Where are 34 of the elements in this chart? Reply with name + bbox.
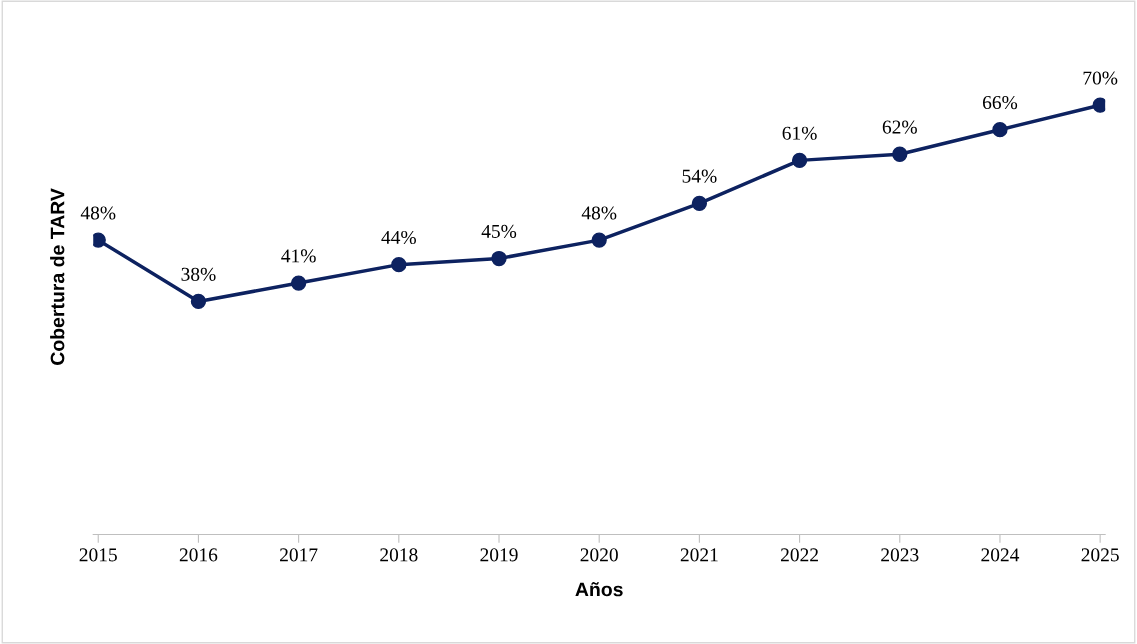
- data-label: 62%: [882, 120, 917, 134]
- data-label: 48%: [80, 206, 116, 220]
- data-label: 61%: [782, 126, 817, 140]
- x-axis-title: Años: [575, 582, 623, 597]
- point: [892, 146, 908, 162]
- data-label: 45%: [481, 224, 517, 238]
- data-label: 54%: [682, 169, 717, 183]
- x-tick-label: 2023: [881, 548, 919, 562]
- x-tick-label: 2022: [780, 548, 818, 562]
- point: [691, 195, 708, 211]
- data-label: 38%: [181, 267, 216, 281]
- data-label: 41%: [281, 249, 316, 263]
- y-axis-title: Cobertura de TARV: [50, 188, 65, 365]
- point: [791, 152, 808, 169]
- point: [591, 232, 607, 248]
- x-tick-label: 2021: [680, 548, 718, 562]
- data-label: 44%: [381, 230, 416, 245]
- data-label: 66%: [982, 95, 1018, 110]
- point: [190, 293, 207, 310]
- x-tick-label: 2017: [280, 548, 318, 562]
- x-tick-label: 2016: [179, 548, 218, 562]
- point: [1092, 97, 1106, 113]
- data-label: 70%: [1083, 71, 1118, 85]
- x-tick-label: 2025: [1081, 548, 1119, 562]
- point: [491, 250, 507, 267]
- x-tick-label: 2024: [981, 548, 1020, 562]
- data-label: 48%: [581, 206, 617, 220]
- point: [290, 275, 307, 291]
- point: [391, 257, 407, 273]
- x-tick-label: 2019: [480, 548, 518, 562]
- x-tick-label: 2020: [580, 548, 618, 562]
- point: [992, 122, 1008, 138]
- x-tick-label: 2015: [79, 548, 117, 562]
- x-tick-label: 2018: [380, 548, 418, 562]
